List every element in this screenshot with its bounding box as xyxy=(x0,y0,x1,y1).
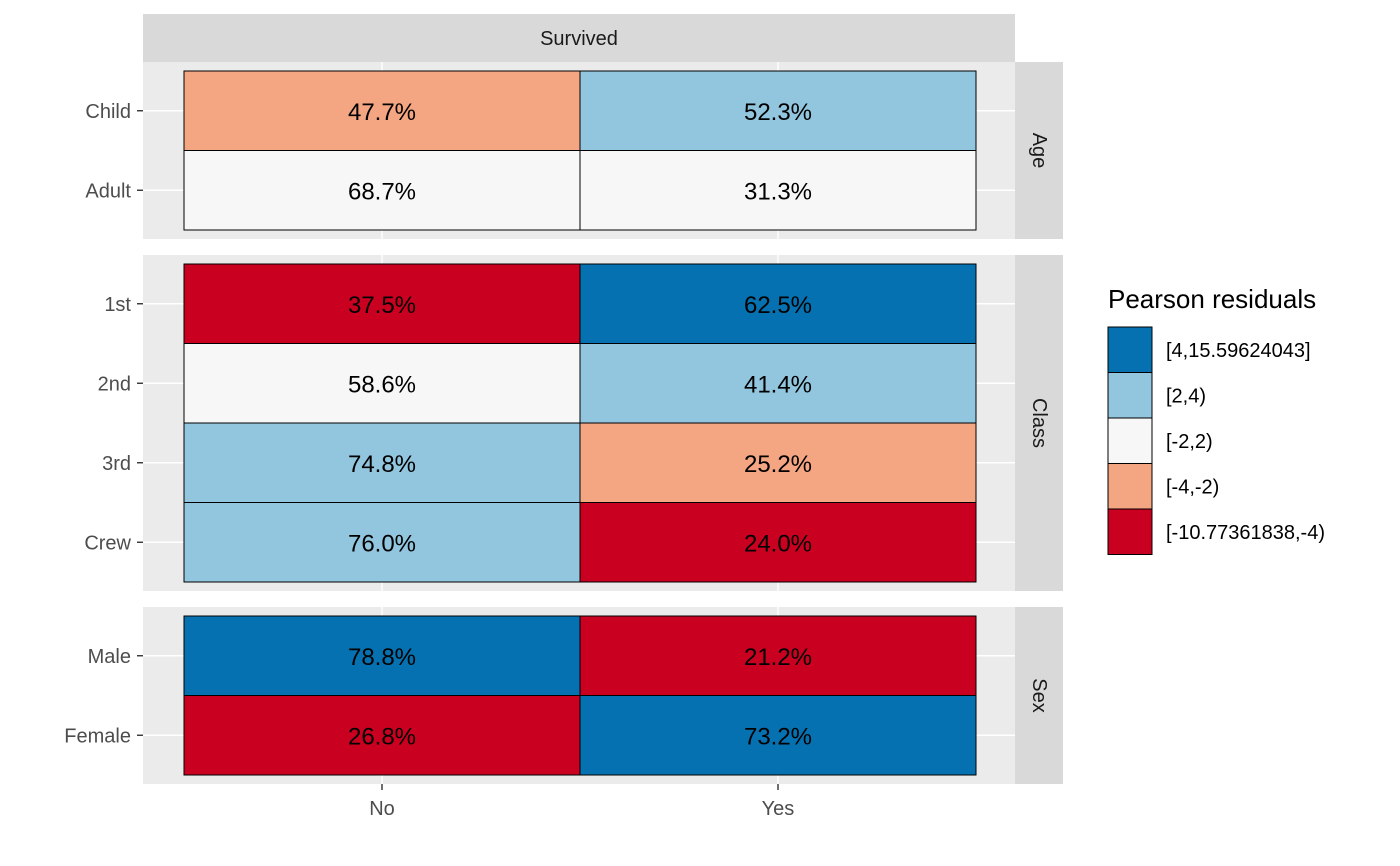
legend-key xyxy=(1107,417,1153,464)
tile-female-no xyxy=(183,695,581,776)
tile-crew-yes xyxy=(579,502,977,583)
legend-label: [-2,2) xyxy=(1166,431,1213,453)
tile-2nd-yes xyxy=(579,343,977,424)
cell-label: 78.8% xyxy=(348,644,416,671)
cell-label: 25.2% xyxy=(744,451,812,478)
y-tick-label-3rd: 3rd xyxy=(102,453,131,475)
legend-key xyxy=(1107,326,1153,373)
legend-title: Pearson residuals xyxy=(1108,284,1316,314)
legend-item: [2,4) xyxy=(1107,372,1206,419)
cell-label: 41.4% xyxy=(744,371,812,398)
cell-label: 68.7% xyxy=(348,178,416,205)
column-strip xyxy=(143,14,1015,62)
y-tick-label-1st: 1st xyxy=(104,294,131,316)
legend-item: [-10.77361838,-4) xyxy=(1107,508,1325,555)
legend-label: [2,4) xyxy=(1166,385,1206,407)
x-tick-label-yes: Yes xyxy=(762,798,795,820)
facet-panels: Survived 47.7% 52.3% 68.7% 31.3% Child Adult Ag… xyxy=(64,14,1063,820)
tile-child-no xyxy=(183,70,581,151)
row-strip-label: Sex xyxy=(1028,678,1050,712)
y-tick-label-child: Child xyxy=(85,101,131,123)
facet-panel-class: 37.5% 62.5% 58.6% 41.4% 74.8% 25.2% 76.0% 24.0%… xyxy=(84,255,1063,591)
tile-male-no xyxy=(183,615,581,696)
cell-label: 24.0% xyxy=(744,530,812,557)
column-strip-label: Survived xyxy=(540,28,618,50)
cell-label: 73.2% xyxy=(744,723,812,750)
legend-key xyxy=(1107,508,1153,555)
legend-key xyxy=(1107,463,1153,510)
cell-label: 21.2% xyxy=(744,644,812,671)
tile-female-yes xyxy=(579,695,977,776)
tile-1st-yes xyxy=(579,263,977,344)
legend: Pearson residuals [4,15.59624043] [2,4) [-2… xyxy=(1107,284,1325,555)
legend-item: [-2,2) xyxy=(1107,417,1213,464)
row-strip-label: Class xyxy=(1028,398,1050,448)
row-strip xyxy=(1015,607,1063,784)
tile-3rd-yes xyxy=(579,422,977,503)
x-tick-label-no: No xyxy=(369,798,395,820)
legend-item: [4,15.59624043] xyxy=(1107,326,1311,373)
y-tick-label-2nd: 2nd xyxy=(98,373,131,395)
tile-male-yes xyxy=(579,615,977,696)
y-tick-label-crew: Crew xyxy=(84,532,131,554)
facet-panel-age: 47.7% 52.3% 68.7% 31.3% Child Adult Age xyxy=(85,62,1063,239)
legend-key xyxy=(1107,372,1153,419)
cell-label: 76.0% xyxy=(348,530,416,557)
cell-label: 31.3% xyxy=(744,178,812,205)
tile-adult-yes xyxy=(579,150,977,231)
cell-label: 26.8% xyxy=(348,723,416,750)
tile-3rd-no xyxy=(183,422,581,503)
cell-label: 47.7% xyxy=(348,99,416,126)
y-tick-label-male: Male xyxy=(88,646,131,668)
y-tick-label-female: Female xyxy=(64,725,131,747)
tile-child-yes xyxy=(579,70,977,151)
cell-label: 52.3% xyxy=(744,99,812,126)
legend-item: [-4,-2) xyxy=(1107,463,1219,510)
cell-label: 74.8% xyxy=(348,451,416,478)
facet-panel-sex: 78.8% 21.2% 26.8% 73.2% Male Female Sex xyxy=(64,607,1063,784)
tile-crew-no xyxy=(183,502,581,583)
tile-adult-no xyxy=(183,150,581,231)
row-strip xyxy=(1015,255,1063,591)
legend-label: [-4,-2) xyxy=(1166,476,1219,498)
cell-label: 62.5% xyxy=(744,292,812,319)
tile-2nd-no xyxy=(183,343,581,424)
row-strip-label: Age xyxy=(1028,133,1050,169)
cell-label: 58.6% xyxy=(348,371,416,398)
legend-label: [4,15.59624043] xyxy=(1166,340,1311,362)
row-strip xyxy=(1015,62,1063,239)
cell-label: 37.5% xyxy=(348,292,416,319)
x-axis: No Yes xyxy=(369,784,794,820)
legend-label: [-10.77361838,-4) xyxy=(1166,522,1325,544)
y-tick-label-adult: Adult xyxy=(85,180,131,202)
